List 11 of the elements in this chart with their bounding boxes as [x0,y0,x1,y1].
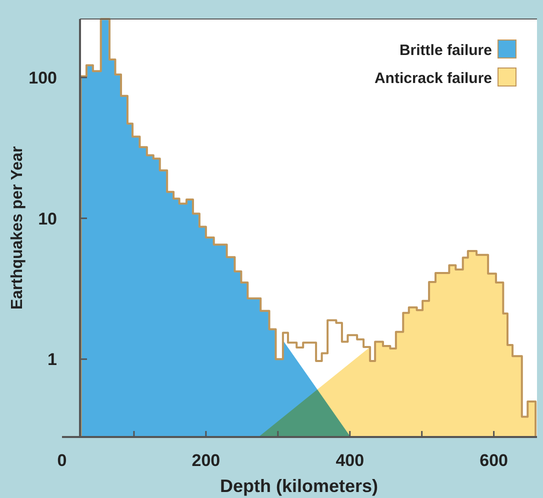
x-axis-title: Depth (kilometers) [220,476,378,496]
y-axis-title: Earthquakes per Year [9,146,26,310]
x-tick-label: 400 [336,451,364,470]
x-tick-label: 0 [57,451,67,470]
y-tick-label: 10 [38,209,57,228]
x-tick-label: 600 [480,451,508,470]
y-tick-label: 100 [28,68,57,88]
x-tick-label: 200 [192,451,220,470]
legend-label: Brittle failure [399,42,492,59]
y-tick-label: 1 [48,350,57,370]
legend-label: Anticrack failure [374,70,492,87]
